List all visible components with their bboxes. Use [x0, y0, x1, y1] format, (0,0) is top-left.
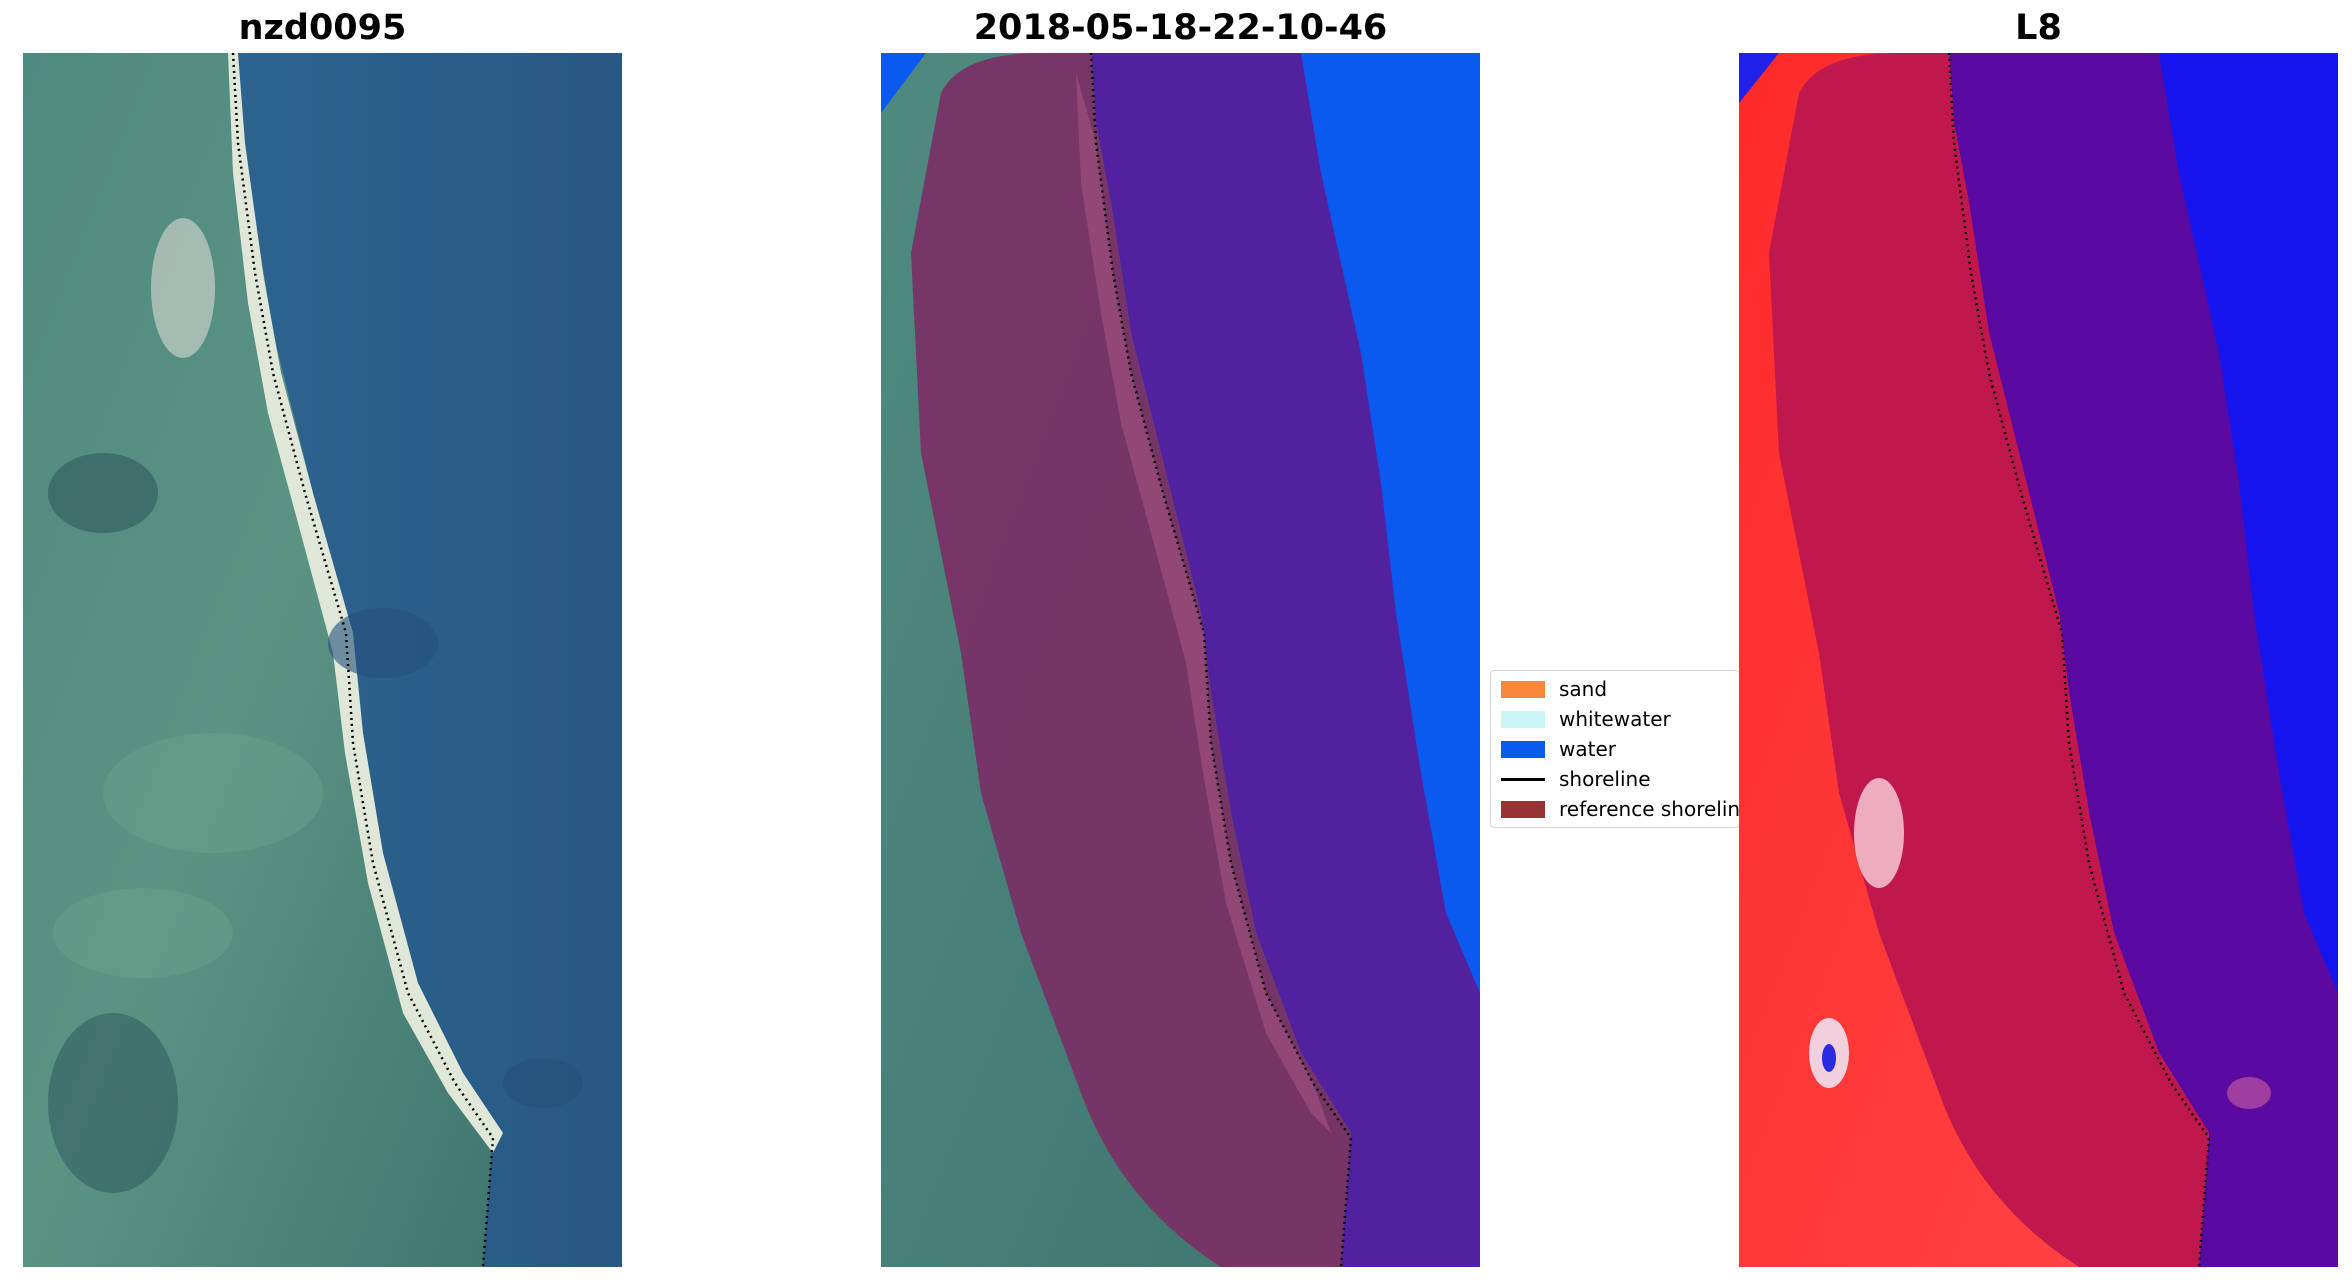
- classified-image-panel: [881, 53, 1480, 1267]
- sand-swatch: [1501, 680, 1545, 698]
- legend-item-water: water: [1501, 735, 1616, 763]
- index-water-corner: [1739, 53, 1779, 103]
- reference-shoreline-swatch: [1501, 800, 1545, 818]
- shallow-reef: [328, 608, 438, 678]
- classified-panel-title: 2018-05-18-22-10-46: [973, 8, 1388, 48]
- dark-vegetation: [48, 453, 158, 533]
- green-field: [103, 733, 323, 853]
- shoreline-line: [1947, 53, 2211, 1267]
- legend-label: reference shoreline: [1559, 797, 1740, 821]
- classified-water-corner: [881, 53, 926, 113]
- index-reef: [2227, 1077, 2271, 1109]
- index-buffer-land: [1769, 53, 2209, 1267]
- whitewater-swatch: [1501, 710, 1545, 728]
- rgb-image-panel: [23, 53, 622, 1267]
- shallow-reef: [503, 1058, 583, 1108]
- legend-label: sand: [1559, 677, 1608, 701]
- green-field: [53, 888, 233, 978]
- buffer-land: [911, 53, 1351, 1267]
- legend: sand whitewater water shoreline referenc…: [1490, 670, 1740, 828]
- legend-item-reference-shoreline: reference shoreline: [1501, 795, 1740, 823]
- index-bright-patch: [1854, 778, 1904, 888]
- legend-item-shoreline: shoreline: [1501, 765, 1651, 793]
- rgb-image: [23, 53, 622, 1267]
- legend-label: water: [1559, 737, 1616, 761]
- sand-patch: [151, 218, 215, 358]
- legend-label: shoreline: [1559, 767, 1651, 791]
- legend-label: whitewater: [1559, 707, 1671, 731]
- l8-index-image-panel: [1739, 53, 2338, 1267]
- mndwi-panel-title: L8: [2015, 8, 2062, 48]
- legend-item-sand: sand: [1501, 675, 1607, 703]
- classified-image: [881, 53, 1480, 1267]
- water-swatch: [1501, 740, 1545, 758]
- dark-vegetation: [48, 1013, 178, 1193]
- shoreline-line-swatch: [1501, 777, 1545, 781]
- shoreline-line: [231, 53, 495, 1267]
- index-water-pond: [1822, 1044, 1836, 1072]
- shoreline-line: [1089, 53, 1353, 1267]
- legend-item-whitewater: whitewater: [1501, 705, 1671, 733]
- rgb-panel-title: nzd0095: [238, 8, 407, 48]
- l8-index-image: [1739, 53, 2338, 1267]
